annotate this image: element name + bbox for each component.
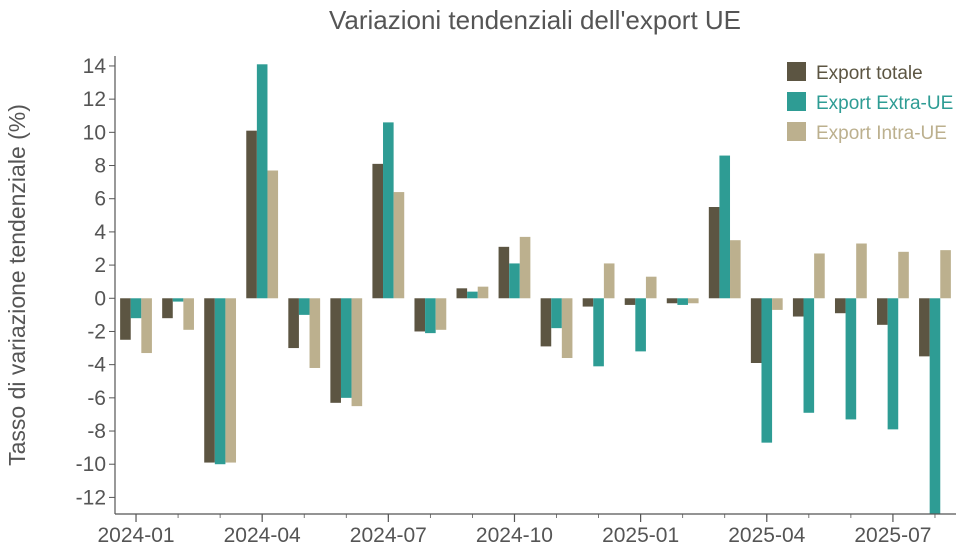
x-tick-label: 2025-01 [602, 524, 679, 547]
bar-export-intra-ue-2025-06 [856, 243, 867, 299]
x-tick-label: 2025-07 [854, 524, 931, 547]
y-tick-label: -2 [87, 320, 106, 343]
bar-export-intra-ue-2024-02 [183, 298, 194, 330]
bar-export-intra-ue-2024-12 [603, 263, 615, 299]
bar-export-extra-ue-2024-10 [509, 263, 520, 299]
bar-export-totale-2025-08 [919, 298, 930, 357]
bar-export-extra-ue-2024-12 [593, 298, 604, 367]
y-tick-label: -10 [76, 453, 106, 476]
y-tick-label: 0 [94, 287, 106, 310]
bar-export-intra-ue-2024-08 [435, 298, 447, 330]
bar-export-intra-ue-2024-11 [561, 298, 573, 359]
x-tick-label: 2024-10 [476, 524, 553, 547]
bar-export-totale-2024-01 [120, 298, 131, 340]
bar-export-intra-ue-2025-05 [814, 253, 825, 299]
bar-export-totale-2025-05 [792, 298, 804, 317]
bar-export-intra-ue-2024-05 [309, 298, 321, 368]
bar-export-extra-ue-2024-07 [383, 122, 394, 299]
y-tick-label: 10 [83, 121, 106, 144]
bar-export-extra-ue-2024-02 [172, 298, 184, 302]
bar-export-totale-2025-01 [624, 298, 636, 305]
legend-swatch-1 [787, 92, 806, 111]
bar-export-intra-ue-2024-06 [351, 298, 363, 407]
chart-title: Variazioni tendenziali dell'export UE [329, 5, 741, 35]
bar-export-extra-ue-2025-07 [887, 298, 899, 430]
bar-export-intra-ue-2025-04 [772, 298, 783, 310]
y-tick-label: 14 [83, 55, 107, 78]
y-tick-label: -8 [87, 420, 106, 443]
bar-export-totale-2024-08 [414, 298, 426, 332]
bar-export-intra-ue-2025-08 [940, 250, 951, 299]
y-axis-label: Tasso di variazione tendenziale (%) [4, 104, 30, 466]
bar-export-totale-2024-12 [582, 298, 594, 307]
legend-label-1: Export Extra-UE [816, 93, 953, 114]
bar-export-extra-ue-2024-01 [130, 298, 142, 319]
bar-export-extra-ue-2025-06 [845, 298, 857, 420]
bar-export-intra-ue-2024-09 [477, 286, 489, 299]
bar-export-intra-ue-2024-10 [519, 236, 531, 299]
y-tick-label: -12 [76, 486, 106, 509]
bar-export-intra-ue-2024-03 [225, 298, 237, 463]
bar-export-extra-ue-2024-09 [467, 291, 478, 299]
x-tick-label: 2025-04 [728, 524, 805, 547]
bar-export-intra-ue-2025-02 [687, 298, 699, 304]
y-tick-label: 2 [94, 254, 106, 277]
bar-export-extra-ue-2025-04 [761, 298, 773, 443]
bar-export-intra-ue-2025-07 [898, 251, 909, 299]
bar-export-totale-2024-05 [288, 298, 299, 349]
bar-export-intra-ue-2025-01 [645, 276, 657, 299]
bar-export-extra-ue-2024-04 [256, 64, 268, 299]
y-tick-label: 4 [94, 221, 106, 244]
y-tick-label: -4 [87, 354, 106, 377]
bar-export-intra-ue-2025-03 [730, 240, 741, 299]
legend-swatch-0 [787, 62, 806, 81]
bar-export-totale-2024-06 [330, 298, 341, 403]
bar-export-totale-2025-07 [877, 298, 888, 325]
bar-export-totale-2024-03 [204, 298, 215, 463]
bar-export-extra-ue-2024-11 [551, 298, 562, 329]
bar-export-totale-2024-04 [246, 130, 257, 299]
y-tick-label: 6 [94, 188, 106, 211]
bar-export-intra-ue-2024-01 [141, 298, 152, 354]
bar-export-totale-2024-11 [540, 298, 552, 347]
y-tick-label: 12 [83, 88, 106, 111]
legend-label-2: Export Intra-UE [816, 123, 947, 144]
bar-export-totale-2024-09 [456, 288, 468, 299]
y-tick-label: -6 [87, 387, 106, 410]
bar-export-extra-ue-2024-03 [214, 298, 226, 465]
bar-export-totale-2024-10 [498, 246, 510, 299]
bar-export-totale-2024-07 [372, 163, 384, 299]
bar-export-extra-ue-2024-06 [340, 298, 352, 398]
legend-label-0: Export totale [816, 63, 923, 84]
bar-export-totale-2025-02 [666, 298, 678, 304]
bar-export-intra-ue-2024-04 [267, 170, 279, 299]
bar-export-extra-ue-2024-05 [298, 298, 310, 315]
legend-swatch-2 [787, 122, 806, 141]
y-tick-label: 8 [94, 155, 106, 178]
bar-export-extra-ue-2025-01 [635, 298, 646, 352]
bar-export-extra-ue-2025-03 [719, 155, 731, 299]
bar-export-totale-2025-06 [834, 298, 846, 314]
legend: Export totale Export Extra-UE Export Intra… [787, 62, 953, 144]
bar-export-extra-ue-2025-05 [803, 298, 815, 413]
x-tick-label: 2024-04 [224, 524, 301, 547]
bar-export-extra-ue-2025-02 [677, 298, 688, 305]
bars-group [120, 64, 951, 514]
bar-export-extra-ue-2024-08 [425, 298, 436, 334]
bar-export-totale-2024-02 [162, 298, 173, 319]
bar-export-totale-2025-03 [708, 207, 720, 299]
bar-export-intra-ue-2024-07 [393, 192, 405, 299]
x-tick-label: 2024-01 [97, 524, 174, 547]
bar-export-totale-2025-04 [750, 298, 762, 363]
axes-group: 14 12 10 8 6 4 2 0 -2 -4 -6 -8 -10 -12 2024-01 2024-04 2… [76, 55, 956, 547]
bar-export-extra-ue-2025-08 [929, 298, 941, 514]
x-tick-label: 2024-07 [350, 524, 427, 547]
